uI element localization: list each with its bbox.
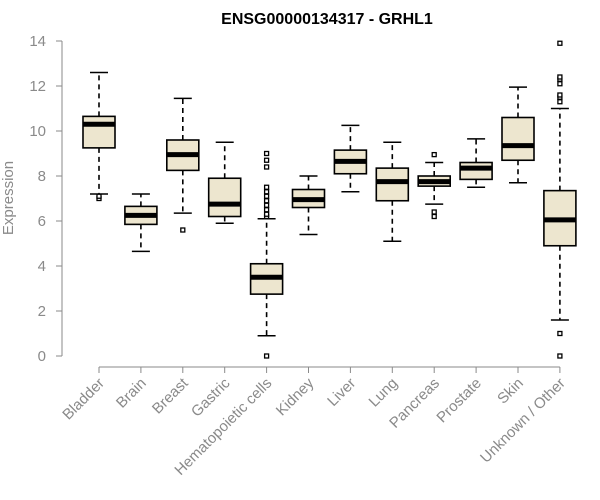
outlier-point	[263, 164, 270, 170]
box-group	[249, 150, 284, 359]
outlier-point	[263, 184, 270, 190]
outlier-point	[263, 202, 270, 208]
box-group	[124, 193, 158, 253]
outlier-point	[263, 157, 270, 163]
box-group	[82, 71, 116, 202]
outlier-point	[557, 353, 563, 359]
x-tick-label: Brain	[113, 375, 150, 412]
iqr-box	[82, 115, 116, 149]
x-tick-label: Bladder	[59, 375, 108, 424]
y-tick-label: 6	[38, 213, 46, 230]
outlier-point	[557, 92, 563, 98]
outlier-point	[557, 40, 563, 46]
y-tick-label: 4	[38, 258, 46, 275]
outlier-point	[431, 151, 437, 158]
outlier-point	[96, 193, 102, 199]
outlier-point	[263, 150, 270, 157]
y-tick-label: 10	[29, 123, 46, 140]
box-group	[207, 141, 242, 225]
box-group	[291, 175, 326, 236]
outlier-point	[557, 81, 563, 87]
iqr-box	[459, 161, 493, 181]
chart-title: ENSG00000134317 - GRHL1	[221, 11, 433, 28]
box-group	[375, 141, 410, 243]
box-group	[166, 97, 200, 233]
x-tick-label: Skin	[494, 375, 527, 408]
iqr-box	[501, 116, 535, 162]
iqr-box	[375, 167, 410, 202]
box-group	[543, 40, 577, 359]
outlier-point	[263, 189, 270, 195]
x-tick-label: Liver	[324, 375, 359, 410]
plot-area	[82, 40, 577, 359]
box-group	[417, 151, 452, 220]
outlier-point	[557, 74, 563, 80]
outlier-point	[263, 353, 270, 359]
y-tick-label: 2	[38, 303, 46, 320]
y-tick-label: 14	[29, 33, 46, 50]
outlier-point	[557, 99, 563, 105]
x-tick-label: Lung	[366, 375, 402, 411]
box-group	[459, 138, 493, 189]
x-tick-label: Prostate	[433, 375, 485, 427]
outlier-point	[263, 207, 270, 213]
outlier-point	[263, 211, 270, 217]
y-axis-label: Expression	[0, 161, 17, 235]
outlier-point	[263, 198, 270, 204]
outlier-point	[431, 209, 437, 215]
box-group	[333, 124, 368, 193]
y-tick-label: 0	[38, 348, 46, 365]
x-tick-label: Kidney	[273, 374, 318, 419]
outlier-point	[180, 227, 186, 233]
box-group	[501, 86, 535, 184]
outlier-point	[431, 213, 437, 220]
y-tick-label: 8	[38, 168, 46, 185]
x-tick-label: Breast	[149, 374, 192, 417]
iqr-box	[207, 177, 242, 218]
outlier-point	[263, 193, 270, 199]
outlier-point	[557, 330, 563, 337]
y-tick-label: 12	[29, 78, 46, 95]
